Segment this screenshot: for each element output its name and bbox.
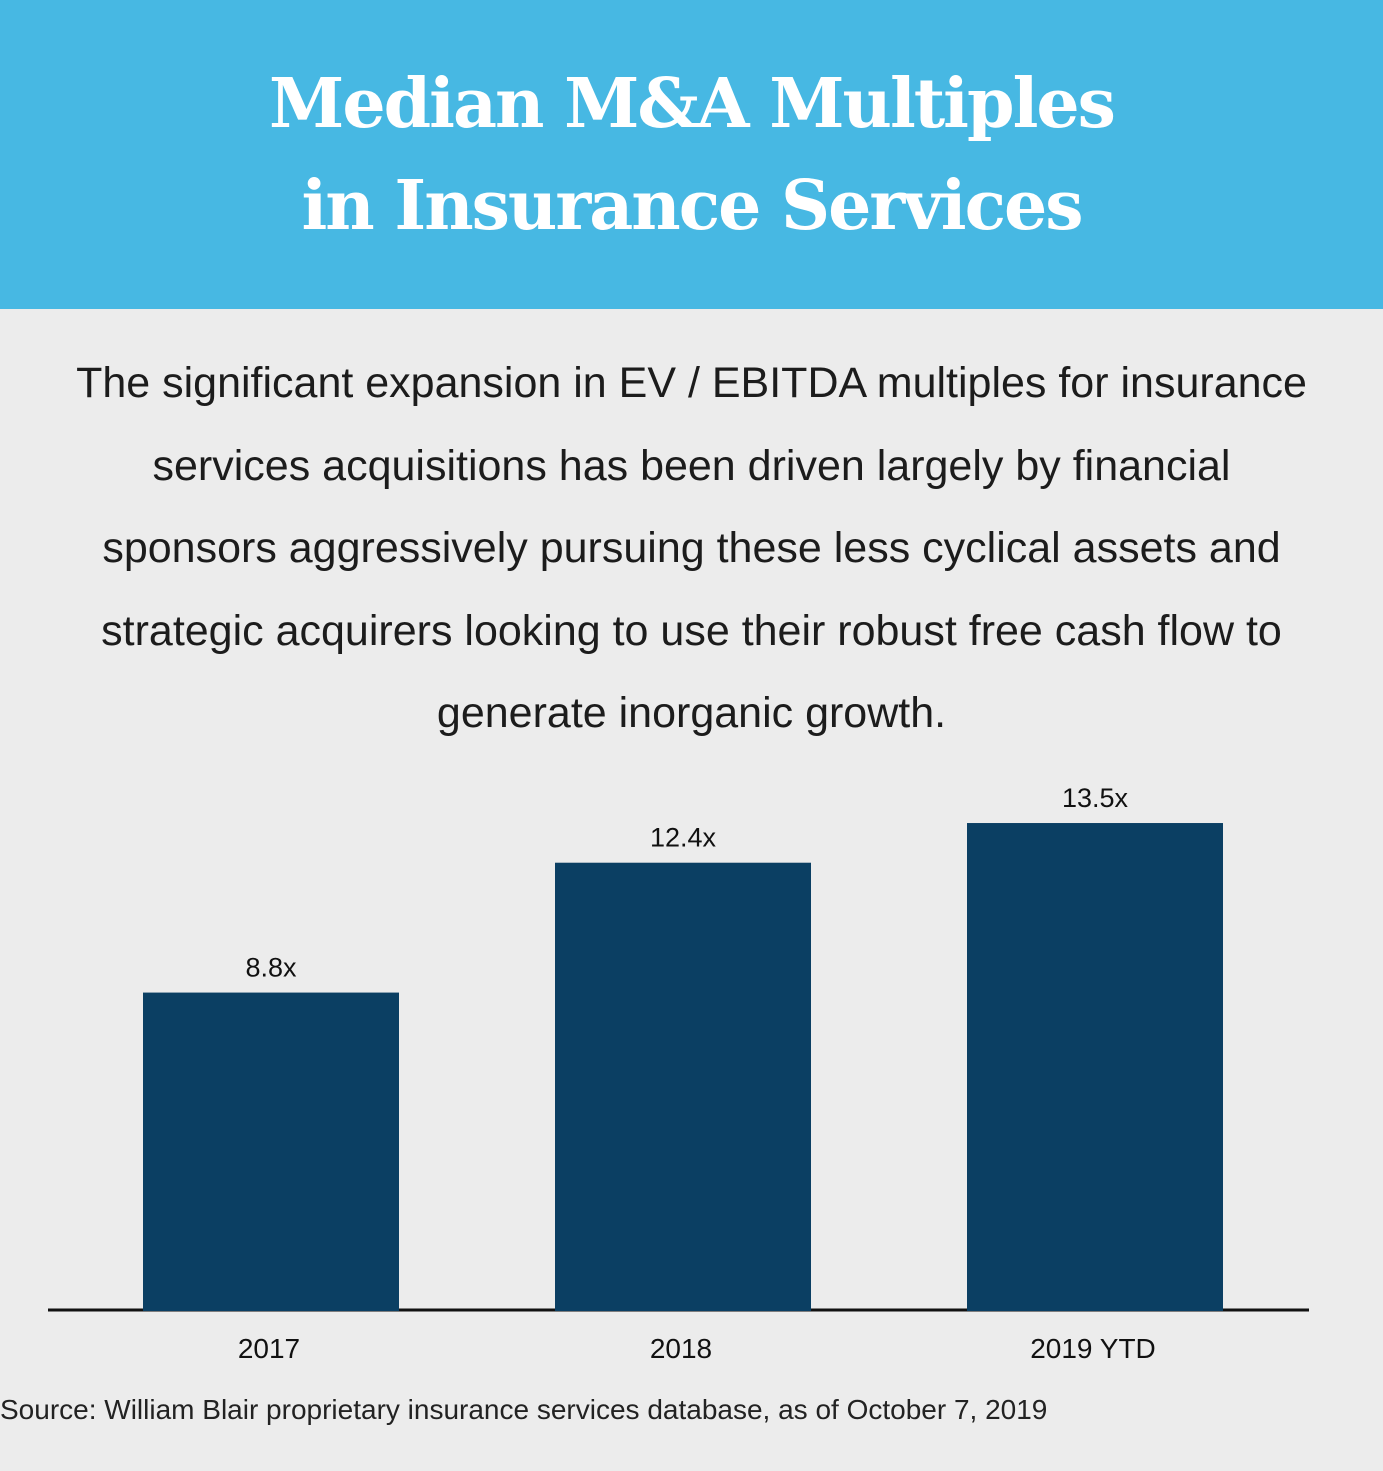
x-tick-label: 2017 [238,1333,300,1364]
bar-chart: 8.8x 2017 12.4x 2018 13.5x 2019 YTD [48,783,1309,1364]
x-tick-label: 2018 [650,1333,712,1364]
description-line: services acquisitions has been driven la… [152,441,1231,490]
title-banner: Median M&A Multiples in Insurance Servic… [0,0,1383,309]
data-label: 12.4x [650,823,717,853]
source-note: Source: William Blair proprietary insura… [0,1394,1048,1425]
description-line: strategic acquirers looking to use their… [101,606,1282,655]
x-tick-label: 2019 YTD [1030,1333,1156,1364]
description-line: sponsors aggressively pursuing these les… [102,524,1281,572]
chart-title-line-2: in Insurance Services [301,165,1083,246]
chart-title-line-1: Median M&A Multiples [269,63,1116,144]
description-line: generate inorganic growth. [436,689,947,737]
description-paragraph: The significant expansion in EV / EBITDA… [70,342,1313,755]
data-label: 13.5x [1062,783,1129,813]
bar-2019-ytd [967,823,1223,1311]
bar-2018 [555,862,811,1311]
data-label: 8.8x [245,953,297,983]
description-line: The significant expansion in EV / EBITDA… [76,359,1307,407]
bar-2017 [143,992,399,1311]
